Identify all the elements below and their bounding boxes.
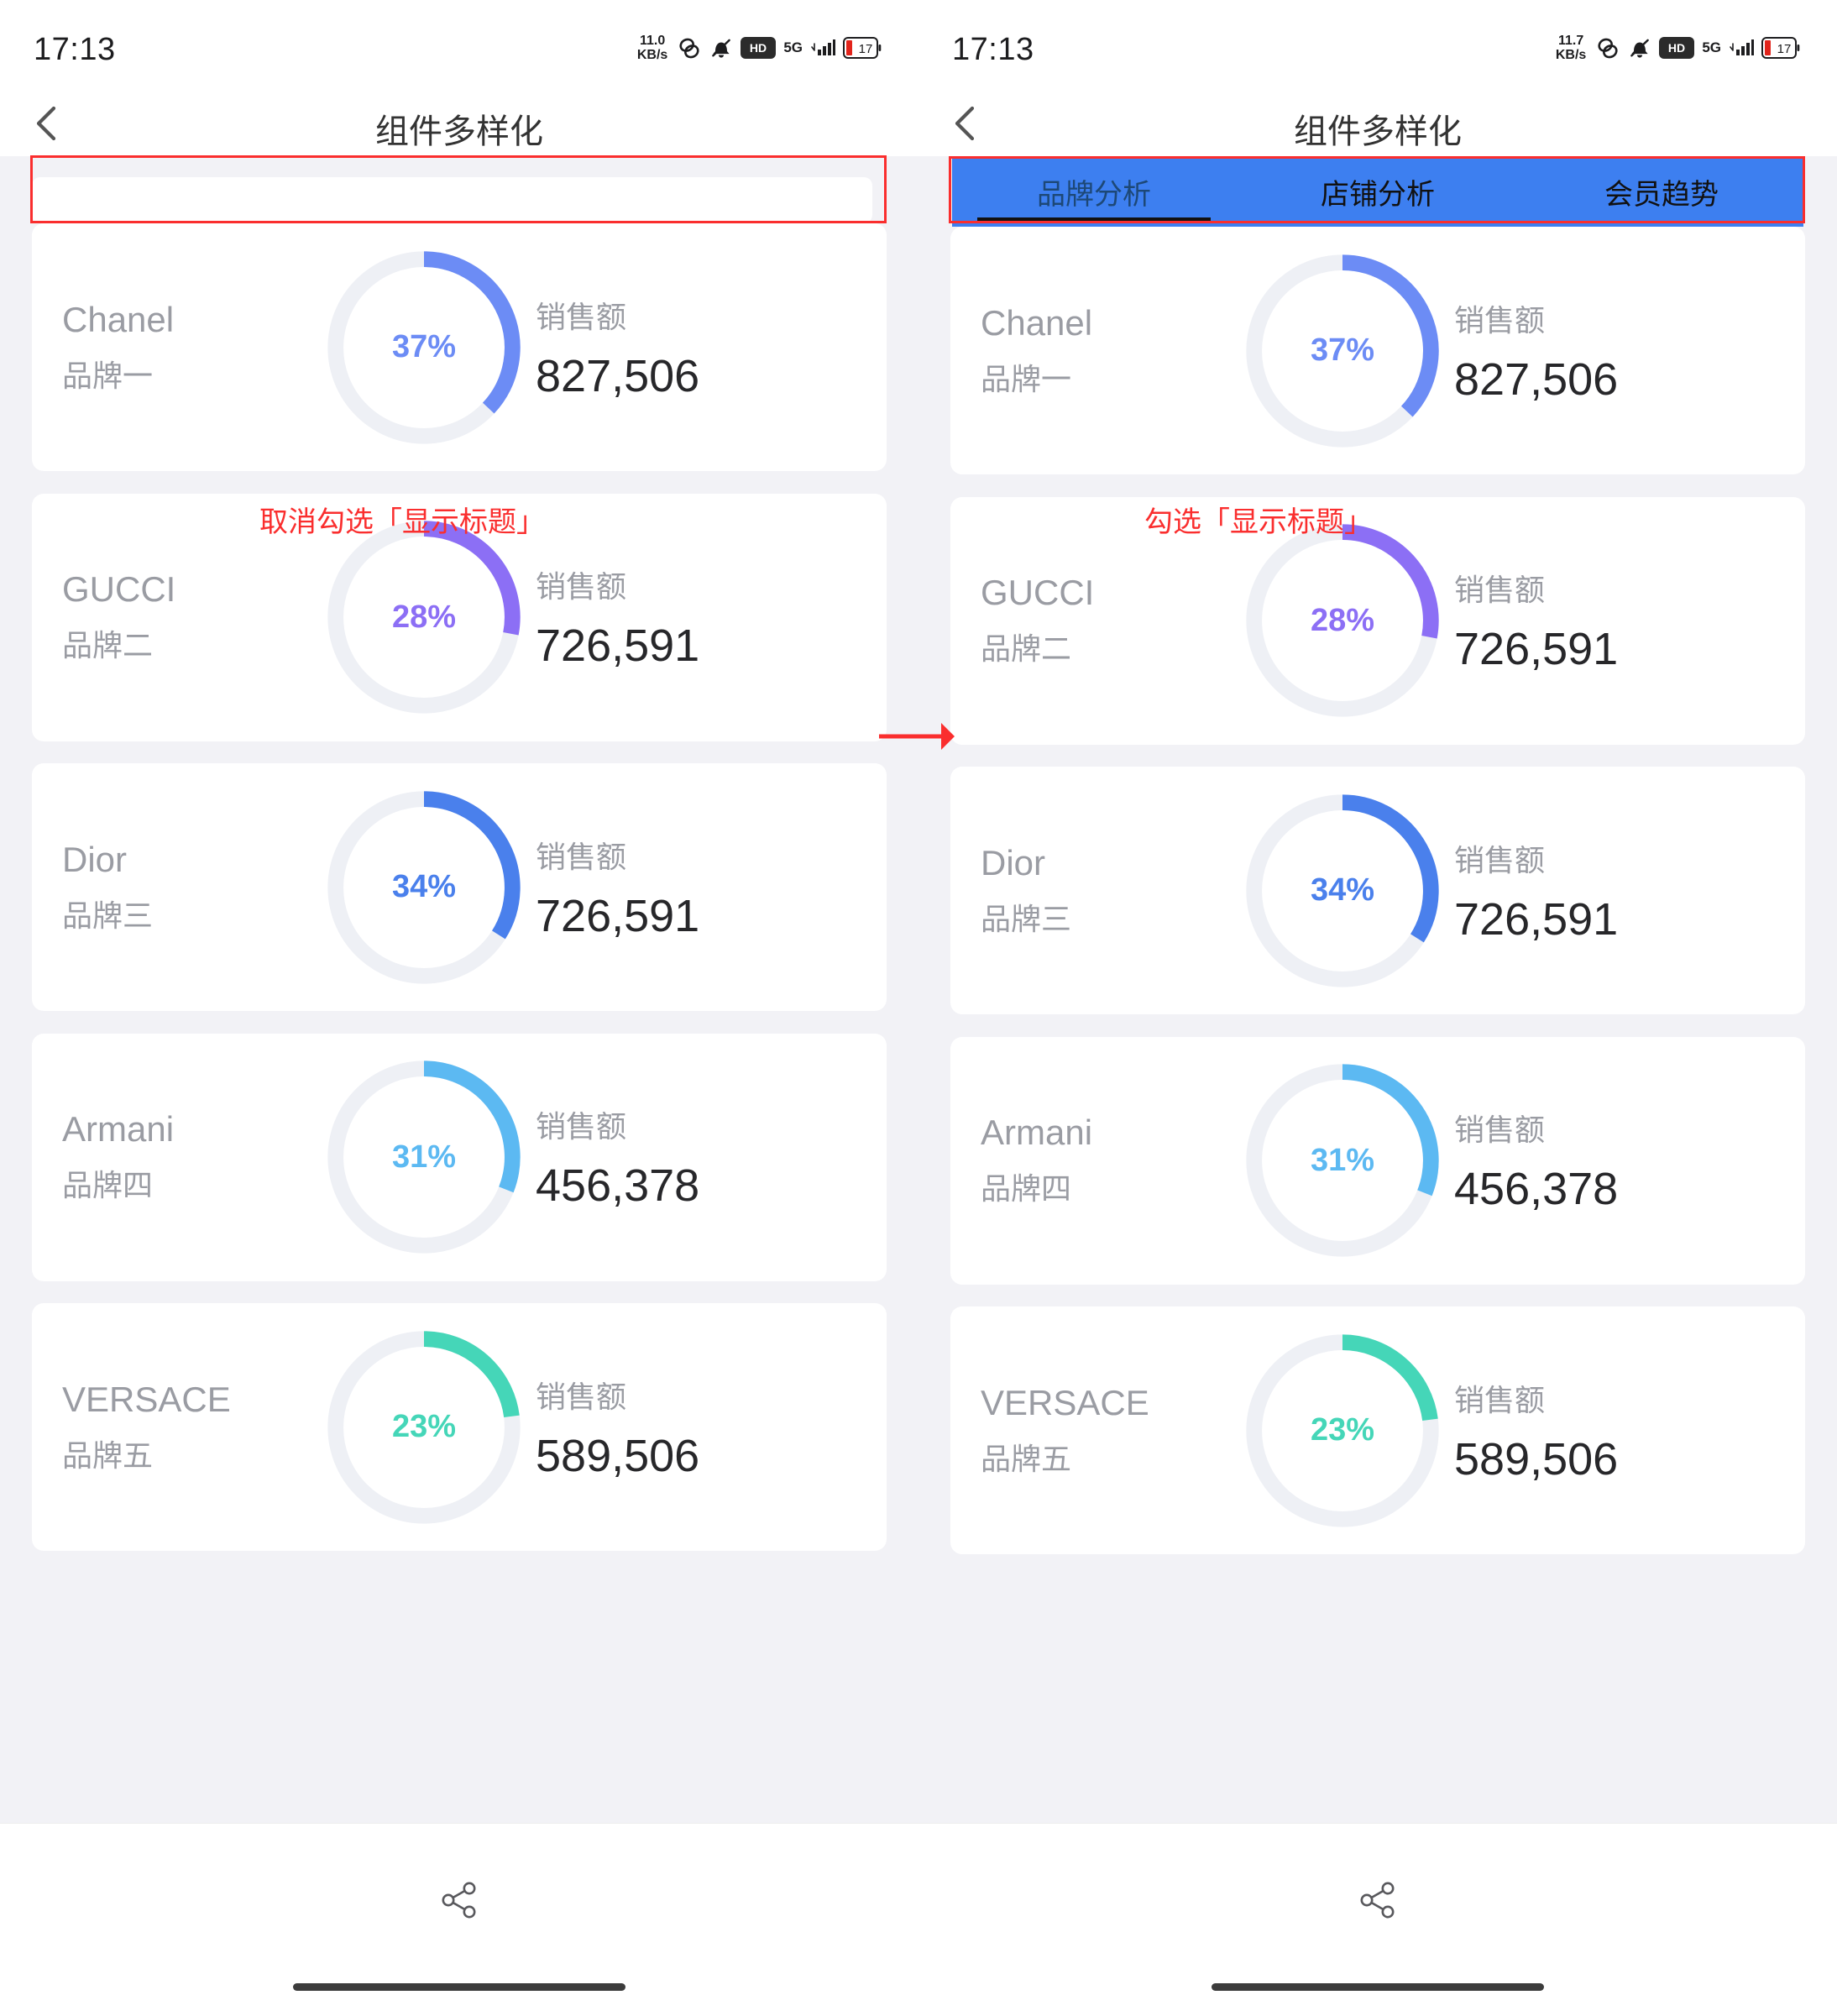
svg-text:HD: HD	[750, 41, 767, 55]
svg-text:17: 17	[1777, 42, 1792, 56]
svg-text:17: 17	[859, 42, 873, 56]
svg-text:HD: HD	[1668, 41, 1685, 55]
